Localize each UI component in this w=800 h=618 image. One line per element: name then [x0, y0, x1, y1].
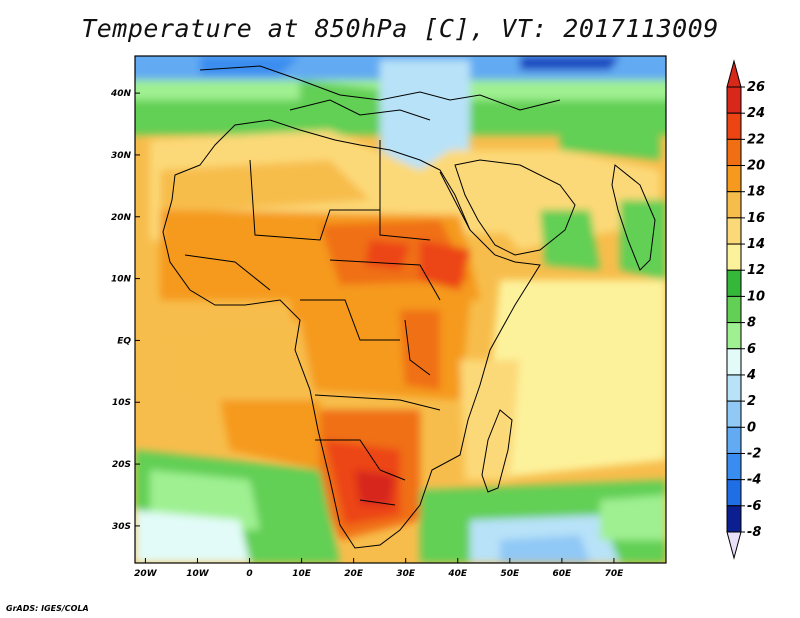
colorbar-label: 6: [747, 342, 756, 357]
coastlines: [162, 65, 656, 549]
colorbar-swatch: [726, 426, 742, 454]
x-axis: 20W 10W 0 10E 20E 30E 40E 50E 60E 70E: [134, 558, 624, 579]
colorbar-swatch: [726, 295, 742, 324]
colorbar-label: 2: [747, 394, 756, 409]
colorbar-swatch: [726, 479, 742, 507]
x-tick-label: 20E: [344, 569, 364, 579]
y-tick-label: 30N: [111, 151, 132, 161]
x-tick-label: 60E: [553, 569, 573, 579]
colorbar-label: 22: [747, 132, 765, 147]
x-tick-label: 50E: [500, 569, 520, 579]
colorbar-label: 10: [747, 289, 765, 304]
colorbar-label: 8: [747, 316, 756, 331]
y-axis: 40N 30N 20N 10N EQ 10S 20S 30S: [110, 89, 140, 532]
colorbar-swatch: [726, 165, 742, 193]
y-tick-label: 20N: [111, 213, 132, 223]
colorbar-label: 0: [747, 420, 756, 435]
colorbar-label: 12: [747, 263, 765, 278]
colorbar-swatch: [726, 400, 742, 428]
y-tick-label: 30S: [112, 522, 131, 532]
colorbar-over-triangle: [726, 59, 742, 88]
colorbar-label: -2: [747, 446, 761, 461]
colorbar-label: 26: [747, 80, 765, 95]
x-tick-label: 70E: [605, 569, 625, 579]
chart-title: Temperature at 850hPa [C], VT: 201711300…: [81, 14, 719, 43]
colorbar-swatch: [726, 243, 742, 271]
colorbar-swatch: [726, 269, 742, 297]
x-tick-label: 40E: [447, 569, 468, 579]
x-tick-label: 10E: [292, 569, 312, 579]
y-tick-label: 20S: [112, 460, 131, 470]
colorbar-label: -8: [747, 525, 761, 540]
colorbar-swatch: [726, 138, 742, 167]
y-tick-label: EQ: [117, 336, 131, 346]
colorbar-swatch: [726, 505, 742, 533]
colorbar-swatch: [726, 348, 742, 376]
colorbar-under-triangle: [726, 531, 742, 560]
x-tick-label: 10W: [186, 569, 210, 579]
colorbar-label: -4: [747, 473, 761, 488]
colorbar-label: 18: [747, 185, 765, 200]
colorbar-swatch: [726, 191, 742, 219]
x-tick-label: 0: [246, 569, 252, 579]
colorbar-swatch: [726, 217, 742, 245]
software-credit: GrADS: IGES/COLA: [6, 604, 89, 613]
colorbar-swatch: [726, 452, 742, 481]
colorbar-label: 16: [747, 211, 765, 226]
y-tick-label: 10S: [112, 398, 131, 408]
colorbar-swatch: [726, 322, 742, 350]
colorbar-label: -6: [747, 499, 761, 514]
colorbar-swatch: [726, 86, 742, 114]
x-tick-label: 30E: [396, 569, 416, 579]
colorbar-label: 24: [747, 106, 765, 121]
colorbar-label: 14: [747, 237, 765, 252]
y-tick-label: 40N: [110, 89, 132, 99]
temperature-field: [135, 56, 666, 563]
colorbar-label: 4: [746, 368, 756, 383]
colorbar-swatch: [726, 374, 742, 402]
y-tick-label: 10N: [111, 275, 132, 285]
colorbar-label: 20: [747, 159, 765, 174]
colorbar-swatch: [726, 112, 742, 140]
x-tick-label: 20W: [134, 569, 158, 579]
map-frame: [134, 55, 667, 564]
